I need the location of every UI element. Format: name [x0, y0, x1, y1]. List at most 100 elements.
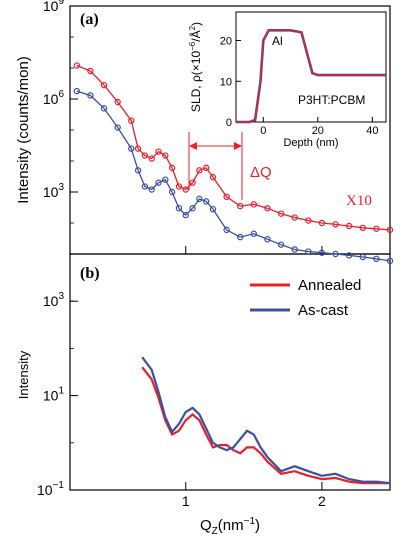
panel-a-point-blue [182, 211, 189, 219]
panel-a-point-blue [291, 246, 298, 253]
panel-a-point-red [305, 217, 312, 224]
panel-a-point-blue [305, 248, 312, 255]
panel-a-point-blue [250, 230, 258, 237]
panel-a-point-red [128, 117, 135, 124]
panel-a-point-red [264, 205, 271, 212]
panel-b-data [141, 356, 391, 485]
panel-a-point-red [202, 164, 210, 172]
panel-a-point-blue [359, 253, 366, 261]
xlabel-close: ) [255, 517, 260, 534]
delta-q-arrowhead-right [234, 142, 242, 150]
panel-a-point-red [359, 224, 366, 232]
inset-y-tick-label: 10 [220, 76, 232, 88]
panel-a-point-blue [189, 205, 196, 212]
panel-a-point-blue [128, 145, 135, 152]
legend-label-annealed: Annealed [298, 277, 361, 294]
panel-a-point-red [87, 67, 94, 75]
panel-a-point-blue [277, 241, 285, 248]
panel-a-point-red [100, 81, 108, 89]
panel-a-point-blue [141, 183, 149, 190]
panel-b-y-tick-label: 103 [43, 291, 65, 309]
panel-a-point-blue [168, 188, 176, 196]
panel-a-point-blue [386, 257, 394, 265]
panel-a-point-red [209, 174, 217, 181]
panel-a-point-red [141, 152, 149, 159]
panel-a-point-red [168, 164, 176, 172]
panel-a-point-red [386, 226, 394, 234]
inset-label-p3ht: P3HT:PCBM [298, 93, 365, 107]
panel-a-point-blue [162, 176, 169, 183]
xlabel-sub: Z [212, 526, 218, 537]
inset-x-tick-label: 0 [260, 125, 266, 137]
panel-a-point-red [291, 214, 298, 221]
inset-ylabel-part1: SLD, ρ(×10 [189, 51, 203, 113]
panel-b-xlabel: QZ(nm−1) [200, 516, 260, 537]
inset-y-tick-label: 20 [220, 36, 232, 48]
panel-a-point-blue [237, 233, 244, 241]
panel-a-point-blue [87, 92, 94, 99]
panel-a-point-blue [209, 205, 217, 213]
panel-a-point-blue [73, 87, 81, 95]
panel-b-label: (b) [80, 265, 100, 282]
panel-a-point-red [148, 155, 155, 162]
panel-a-point-red [175, 183, 183, 190]
inset-ylabel-part5: ) [189, 22, 203, 26]
panel-a-point-red [134, 145, 142, 152]
panel-a-y-tick-label: 106 [43, 89, 65, 107]
panel-a-point-blue [332, 250, 339, 258]
panel-a-point-red [162, 152, 169, 159]
inset-ylabel-part3: /Å [188, 30, 203, 41]
panel-b-x-tick-label: 1 [182, 493, 190, 509]
panel-a-point-blue [202, 198, 210, 205]
panel-a-y-ticks: 109 106 103 [43, 0, 78, 255]
panel-b-line-ascast [141, 356, 391, 485]
panel-a-point-red [250, 201, 258, 208]
panel-a-point-blue [148, 186, 155, 193]
panel-b-y-tick-label: 101 [43, 386, 65, 404]
panel-a-point-red [345, 222, 353, 230]
xlabel-unit: (nm [218, 517, 244, 534]
panel-a-point-blue [373, 255, 380, 263]
panel-a-point-blue [100, 105, 108, 112]
panel-b-frame [69, 253, 391, 491]
panel-a-point-red [189, 179, 196, 186]
panel-a-point-blue [114, 124, 121, 131]
panel-b-x-tick-label: 2 [318, 493, 326, 509]
panel-a-y-tick-label: 109 [43, 0, 65, 14]
panel-a-point-blue [345, 252, 353, 259]
inset-line-red [236, 29, 386, 123]
panel-a-point-blue [318, 249, 326, 256]
panel-a-point-red [196, 167, 203, 174]
inset-xlabel: Depth (nm) [283, 137, 338, 149]
inset-x-tick-label: 20 [312, 125, 324, 137]
panel-a-ylabel: Intensity (counts/mon) [15, 56, 32, 204]
multiplier-label: X10 [346, 193, 372, 209]
panel-a-point-blue [223, 226, 230, 234]
xlabel-exp: −1 [244, 516, 256, 527]
panel-a-data [73, 62, 394, 265]
panel-a-point-blue [175, 205, 183, 212]
inset-ylabel-part2: −6 [188, 41, 197, 51]
panel-a-label: (a) [80, 11, 99, 28]
inset-ticks: 0 20 40 0 10 20 [220, 36, 379, 137]
panel-a-point-red [237, 202, 244, 210]
panel-a-point-red [318, 219, 326, 227]
panel-a-point-blue [264, 236, 271, 243]
delta-q-arrowhead-left [189, 142, 197, 150]
panel-a-point-red [223, 193, 230, 201]
legend: Annealed As-cast [250, 277, 361, 319]
panel-b-y-ticks: 103 101 10−1 [37, 253, 78, 498]
panel-a-point-red [155, 148, 162, 155]
panel-a-point-red [332, 221, 339, 228]
panel-a-point-red [73, 62, 81, 69]
inset-ylabel-part4: 2 [188, 25, 197, 30]
inset-y-tick-label: 0 [226, 117, 232, 129]
panel-a-point-blue [155, 179, 162, 186]
panel-b-line-annealed [141, 366, 390, 485]
panel-a-point-red [277, 210, 285, 217]
legend-label-ascast: As-cast [298, 302, 349, 319]
panel-a-point-red [373, 225, 380, 232]
delta-q-label: ΔQ [250, 164, 272, 181]
